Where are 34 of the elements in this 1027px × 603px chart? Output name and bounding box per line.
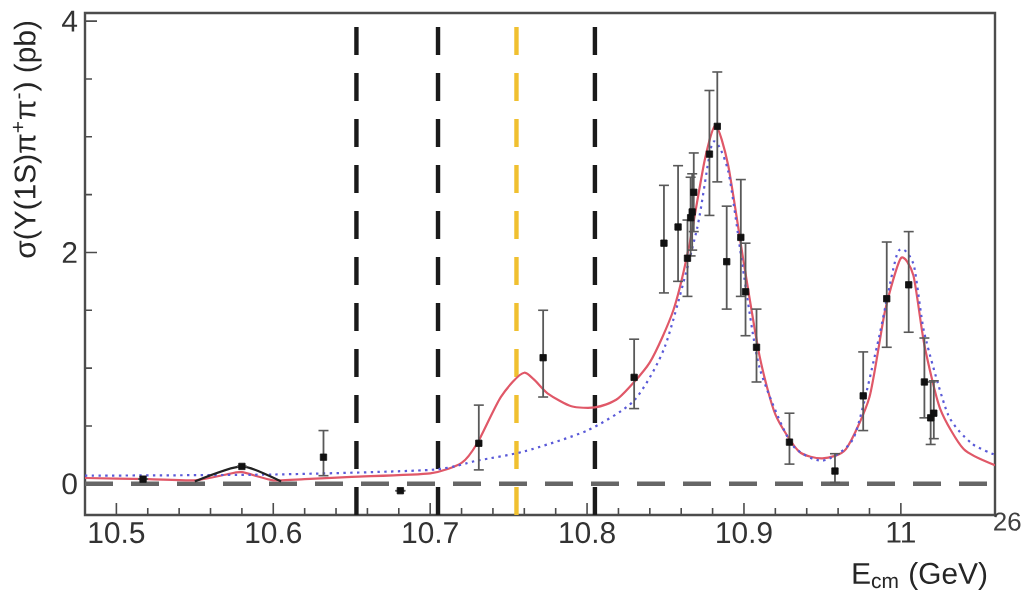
point	[539, 354, 547, 362]
point	[690, 188, 698, 196]
point	[920, 378, 928, 386]
x-axis-title: E$_{cm}$ (GeV)	[853, 562, 987, 590]
point	[705, 150, 714, 158]
point	[905, 281, 913, 289]
point	[674, 223, 682, 231]
point	[883, 295, 891, 303]
x-tick-label: 10.6	[246, 522, 302, 544]
point	[752, 343, 761, 351]
point	[688, 208, 696, 216]
y-tick-label: 4	[62, 10, 78, 32]
point	[660, 239, 668, 247]
point	[831, 467, 839, 475]
y-tick-label: 0	[62, 473, 77, 495]
point	[630, 373, 638, 381]
point	[713, 122, 721, 130]
annotation: 26	[994, 512, 1021, 531]
y-axis-title: σ(Υ(1S)π$^{+}$π$^{-}$) (pb)	[12, 21, 42, 258]
x-tick-label: 11	[887, 522, 915, 543]
point	[683, 254, 692, 262]
x-tick-label: 10.8	[560, 522, 615, 544]
point	[319, 453, 328, 461]
point	[785, 438, 794, 446]
point	[475, 439, 483, 447]
point	[859, 392, 867, 400]
point	[737, 233, 745, 241]
x-tick-label: 10.7	[403, 522, 458, 544]
x-tick-label: 10.5	[89, 522, 145, 544]
x-tick-label: 10.9	[717, 522, 772, 544]
point	[741, 288, 750, 296]
y-tick-label: 2	[62, 241, 77, 263]
point	[723, 258, 731, 266]
point	[930, 409, 938, 417]
